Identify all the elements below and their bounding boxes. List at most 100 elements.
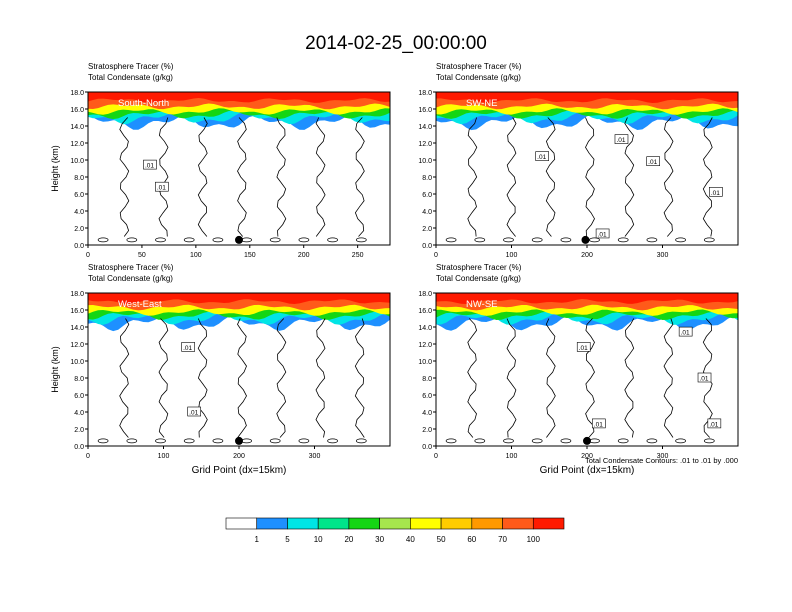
contour-line bbox=[506, 117, 517, 237]
y-tick-label: 6.0 bbox=[74, 393, 84, 400]
contour-blob bbox=[327, 237, 338, 243]
contour-blob bbox=[703, 438, 715, 444]
y-tick-label: 10.0 bbox=[70, 158, 84, 165]
contour-line bbox=[158, 117, 169, 237]
panel-south-north: 0.0 2.0 4.0 6.0 8.0 10.0 12.0 14.0 16.0 18.0 0 50 10… bbox=[50, 62, 391, 259]
x-tick-label: 50 bbox=[138, 252, 146, 259]
contour-blob bbox=[298, 237, 310, 243]
location-marker bbox=[581, 235, 590, 244]
contour-blob bbox=[617, 438, 629, 444]
contour-blob bbox=[646, 237, 658, 243]
x-axis-label: Grid Point (dx=15km) bbox=[540, 465, 635, 476]
colorbar-label: 40 bbox=[406, 535, 415, 544]
panel-subtitle-condensate: Total Condensate (g/kg) bbox=[88, 274, 173, 283]
contour-blob bbox=[589, 237, 600, 243]
contour-line bbox=[545, 117, 556, 237]
y-tick-label: 8.0 bbox=[74, 175, 84, 182]
contour-line bbox=[197, 117, 208, 237]
y-tick-label: 10.0 bbox=[418, 158, 432, 165]
contour-blob bbox=[212, 438, 224, 444]
panel-subtitle-condensate: Total Condensate (g/kg) bbox=[436, 73, 521, 82]
x-tick-label: 0 bbox=[434, 252, 438, 259]
contour-blob bbox=[445, 237, 457, 243]
colorbar-swatch bbox=[502, 517, 534, 530]
y-tick-label: 18.0 bbox=[70, 291, 84, 298]
tracer-band-5 bbox=[88, 293, 390, 304]
colorbar-swatch bbox=[410, 517, 442, 530]
colorbar-swatch bbox=[317, 517, 350, 530]
panels-layer: 0.0 2.0 4.0 6.0 8.0 10.0 12.0 14.0 16.0 18.0 0 50 10… bbox=[50, 62, 739, 476]
contour-label: .01 bbox=[145, 163, 154, 170]
contour-blob bbox=[560, 438, 572, 444]
contour-blob bbox=[126, 237, 138, 243]
y-tick-label: 6.0 bbox=[74, 192, 84, 199]
contour-line bbox=[237, 117, 247, 237]
y-tick-label: 4.0 bbox=[74, 209, 84, 216]
x-tick-label: 300 bbox=[657, 252, 669, 259]
x-tick-label: 150 bbox=[244, 252, 256, 259]
colorbar-label: 10 bbox=[314, 535, 323, 544]
contour-line bbox=[315, 117, 326, 237]
y-tick-label: 8.0 bbox=[422, 175, 432, 182]
contour-line bbox=[624, 318, 635, 438]
y-tick-label: 16.0 bbox=[70, 308, 84, 315]
contour-line bbox=[158, 318, 169, 438]
tracer-field bbox=[88, 92, 390, 243]
contour-blob bbox=[269, 237, 281, 243]
colorbar-swatch bbox=[532, 517, 565, 530]
x-axis-label: Grid Point (dx=15km) bbox=[192, 465, 287, 476]
tracer-field bbox=[436, 293, 738, 444]
y-tick-label: 2.0 bbox=[422, 226, 432, 233]
contour-line bbox=[315, 318, 326, 438]
contour-label: .01 bbox=[711, 190, 720, 197]
y-tick-label: 12.0 bbox=[70, 141, 84, 148]
colorbar-label: 50 bbox=[437, 535, 446, 544]
y-tick-label: 6.0 bbox=[422, 192, 432, 199]
panel-name-label: South-North bbox=[118, 98, 169, 109]
x-tick-label: 200 bbox=[581, 453, 593, 460]
tracer-field bbox=[88, 293, 390, 444]
tracer-band-5 bbox=[88, 92, 390, 103]
y-tick-label: 18.0 bbox=[418, 291, 432, 298]
contour-blob bbox=[503, 237, 514, 243]
x-tick-label: 100 bbox=[506, 252, 518, 259]
y-tick-label: 10.0 bbox=[418, 359, 432, 366]
contour-label: .01 bbox=[598, 231, 607, 238]
y-axis-label: Height (km) bbox=[50, 346, 60, 393]
y-tick-label: 12.0 bbox=[418, 342, 432, 349]
contour-line bbox=[276, 117, 287, 237]
contour-blob bbox=[703, 237, 715, 243]
location-marker bbox=[235, 436, 243, 445]
colorbar-swatch bbox=[348, 517, 380, 530]
contour-blob bbox=[212, 237, 224, 243]
x-tick-label: 0 bbox=[86, 252, 90, 259]
contour-label-box bbox=[181, 342, 195, 352]
contour-blob bbox=[675, 438, 686, 444]
contour-label: .01 bbox=[537, 154, 546, 161]
y-tick-label: 16.0 bbox=[70, 107, 84, 114]
contour-footnote: Total Condensate Contours: .01 to .01 by… bbox=[585, 456, 738, 465]
y-tick-label: 0.0 bbox=[422, 243, 432, 250]
contour-line bbox=[197, 318, 208, 438]
contour-line bbox=[119, 318, 130, 438]
contour-blob bbox=[355, 237, 367, 243]
y-tick-label: 18.0 bbox=[70, 90, 84, 97]
colorbar-label: 60 bbox=[467, 535, 476, 544]
contour-line bbox=[624, 117, 635, 237]
contour-line bbox=[663, 117, 674, 237]
y-tick-label: 14.0 bbox=[418, 325, 432, 332]
x-tick-label: 100 bbox=[506, 453, 518, 460]
contour-line bbox=[354, 318, 365, 438]
contour-line bbox=[276, 318, 287, 438]
contour-label-box bbox=[697, 372, 712, 383]
contour-blob bbox=[298, 438, 310, 444]
contour-label: .01 bbox=[157, 185, 166, 192]
colorbar-swatch bbox=[440, 517, 473, 530]
y-tick-label: 0.0 bbox=[74, 243, 84, 250]
x-tick-label: 100 bbox=[190, 252, 202, 259]
contour-line bbox=[585, 117, 595, 237]
y-tick-label: 10.0 bbox=[70, 359, 84, 366]
contour-label-box bbox=[678, 326, 693, 337]
colorbar-swatch bbox=[225, 517, 258, 530]
x-tick-label: 300 bbox=[309, 453, 321, 460]
